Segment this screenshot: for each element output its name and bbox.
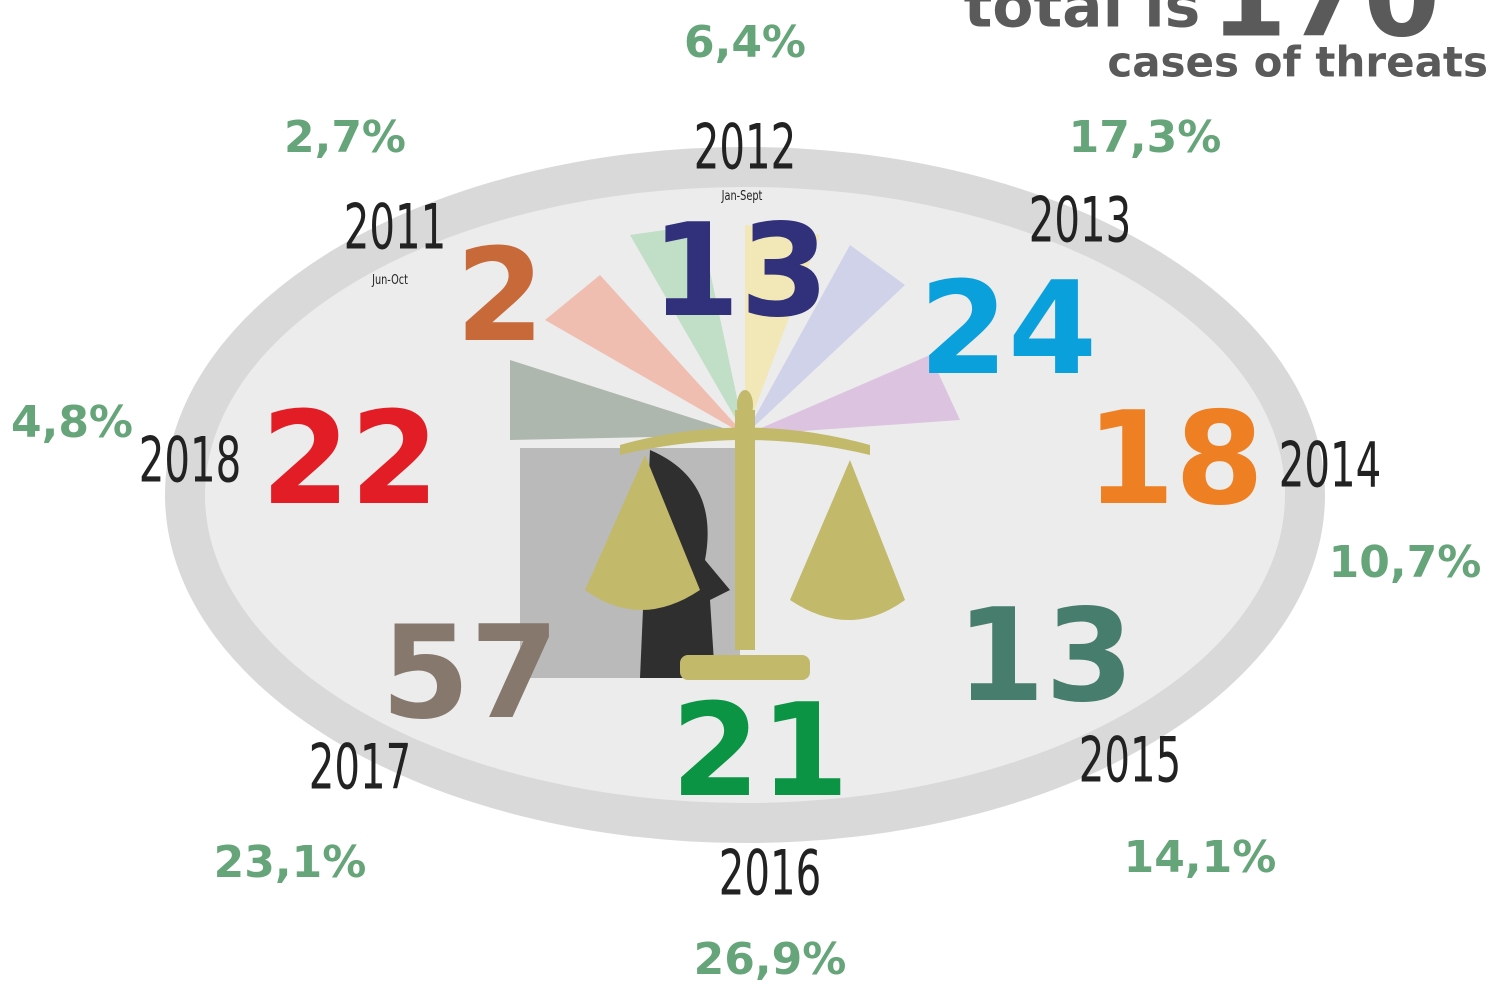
- percent: 26,9%: [694, 934, 847, 985]
- count: 57: [381, 599, 559, 748]
- scale-top: [737, 390, 753, 420]
- year: 2016: [719, 838, 822, 910]
- percent: 6,4%: [684, 17, 806, 68]
- year: 2012: [694, 112, 797, 184]
- count: 13: [956, 582, 1134, 731]
- percent: 4,8%: [11, 397, 133, 448]
- infographic: total is 170 cases of threats 2011Jun-Oc…: [0, 0, 1491, 990]
- percent: 10,7%: [1329, 537, 1482, 588]
- percent: 17,3%: [1069, 112, 1222, 163]
- year-note: Jun-Oct: [371, 272, 408, 288]
- year: 2013: [1029, 185, 1132, 257]
- count: 2: [455, 222, 544, 371]
- year: 2018: [139, 425, 242, 497]
- percent: 23,1%: [214, 837, 367, 888]
- count: 24: [919, 255, 1097, 404]
- count: 22: [261, 385, 439, 534]
- count: 21: [671, 677, 849, 826]
- percent: 14,1%: [1124, 832, 1277, 883]
- percent: 2,7%: [284, 112, 406, 163]
- scale-pole: [735, 410, 755, 650]
- year: 2014: [1279, 430, 1382, 502]
- header-caption: cases of threats: [1107, 38, 1488, 87]
- year: 2015: [1079, 725, 1182, 797]
- header-prefix: total is: [964, 0, 1201, 42]
- count: 18: [1086, 385, 1264, 534]
- count: 13: [651, 197, 829, 346]
- year: 2011: [344, 192, 447, 264]
